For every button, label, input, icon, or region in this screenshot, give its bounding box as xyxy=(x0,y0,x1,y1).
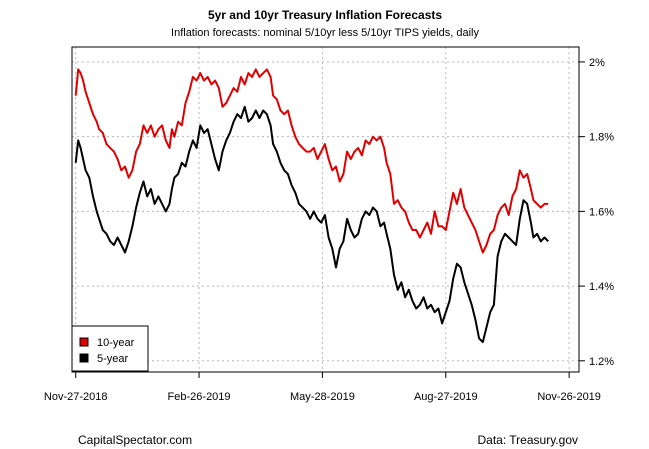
legend-label-5-year: 5-year xyxy=(97,353,129,365)
y-tick-label: 1.6% xyxy=(589,206,614,218)
chart-subtitle: Inflation forecasts: nominal 5/10yr less… xyxy=(171,27,479,39)
x-tick-label: Feb-26-2019 xyxy=(168,391,231,403)
y-tick-label: 2% xyxy=(589,57,605,69)
legend-box xyxy=(71,325,149,372)
x-tick-label: Aug-27-2019 xyxy=(414,391,478,403)
x-tick-label: Nov-27-2018 xyxy=(44,391,108,403)
x-tick-label: Nov-26-2019 xyxy=(537,391,601,403)
footer-data-source: Data: Treasury.gov xyxy=(478,433,579,447)
legend: 10-year 5-year xyxy=(71,325,149,372)
axes: Nov-27-2018 Feb-26-2019 May-28-2019 Aug-27-… xyxy=(44,57,614,403)
plot-frame xyxy=(71,46,580,373)
grid xyxy=(72,47,579,372)
legend-swatch-10-year xyxy=(79,337,89,347)
legend-swatch-5-year xyxy=(79,353,89,363)
series-layer xyxy=(74,68,549,344)
chart-title: 5yr and 10yr Treasury Inflation Forecast… xyxy=(208,8,442,22)
x-tick-label: May-28-2019 xyxy=(290,391,355,403)
series-line-10-year xyxy=(74,68,549,254)
y-tick-label: 1.4% xyxy=(589,281,614,293)
y-tick-label: 1.8% xyxy=(589,132,614,144)
legend-label-10-year: 10-year xyxy=(97,337,135,349)
series-line-5-year xyxy=(74,105,549,344)
y-tick-label: 1.2% xyxy=(589,356,614,368)
footer-source-site: CapitalSpectator.com xyxy=(78,433,192,447)
